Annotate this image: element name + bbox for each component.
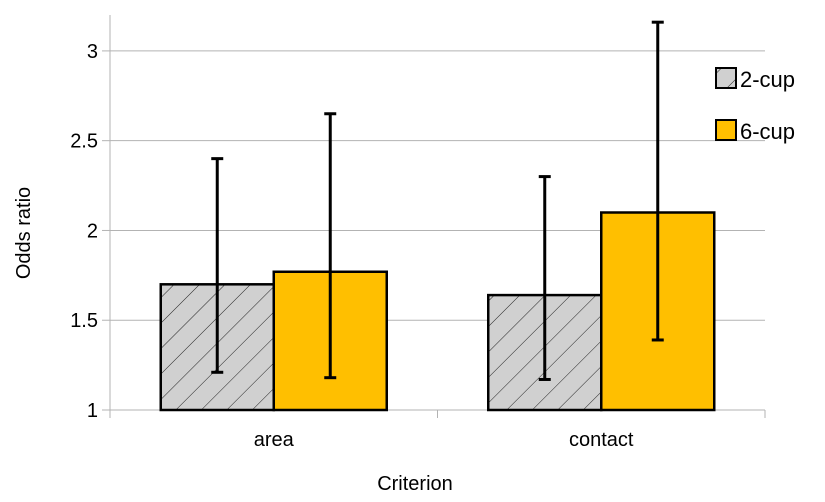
y-tick-label: 2 — [87, 220, 98, 242]
x-axis-title: Criterion — [377, 473, 453, 495]
legend-label: 2-cup — [740, 67, 795, 92]
y-axis-title: Odds ratio — [13, 187, 35, 279]
y-tick-label: 1.5 — [70, 310, 98, 332]
tick-labels: 1 1.5 2 2.5 3 area contact — [70, 41, 634, 451]
legend-swatch — [715, 119, 737, 141]
error-bars — [211, 20, 664, 381]
x-tick-label: contact — [569, 429, 634, 451]
legend-swatch — [715, 67, 737, 89]
y-tick-label: 2.5 — [70, 131, 98, 153]
y-tick-label: 1 — [87, 400, 98, 422]
y-tick-label: 3 — [87, 41, 98, 63]
legend-label: 6-cup — [740, 119, 795, 144]
legend: 2-cup 6-cup — [715, 67, 795, 144]
x-tick-label: area — [254, 429, 295, 451]
bars — [159, 211, 716, 412]
